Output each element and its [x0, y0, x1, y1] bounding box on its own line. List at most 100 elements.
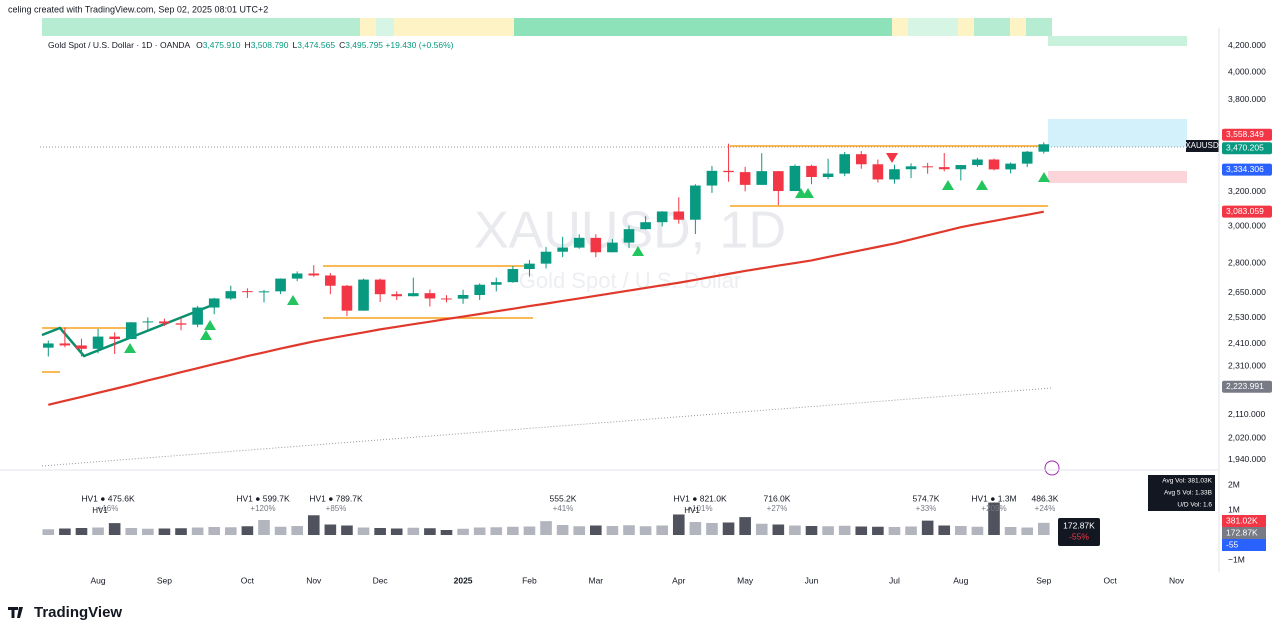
candle-body: [872, 164, 884, 180]
volume-bar: [407, 527, 420, 535]
volume-bar: [938, 525, 951, 535]
volume-bar: [125, 528, 138, 535]
volume-annotation: HV1 ● 475.6K: [81, 493, 135, 503]
volume-scale-tag-label: -55: [1226, 539, 1239, 549]
volume-bar: [606, 526, 619, 535]
candle-body: [341, 285, 353, 311]
y-tick-label: 2,310.000: [1228, 361, 1266, 371]
footer-logo: TradingView: [8, 604, 122, 621]
y-tick-label: 4,200.000: [1228, 40, 1266, 50]
volume-bar: [921, 520, 934, 535]
volume-change: +27%: [767, 504, 788, 513]
candle-body: [125, 322, 137, 340]
volume-bar: [523, 526, 536, 535]
volume-bar: [258, 520, 270, 535]
volume-bar: [490, 527, 503, 535]
volume-bar: [706, 523, 718, 535]
volume-scale-tag-label: 381.02K: [1226, 515, 1258, 525]
volume-bar: [457, 528, 469, 535]
brand: TradingView: [34, 604, 122, 621]
candle-body: [109, 336, 120, 340]
candle-body: [955, 165, 967, 170]
x-tick-label: Dec: [373, 575, 389, 585]
volume-change: +209%: [981, 504, 1006, 513]
x-tick-label: Oct: [241, 575, 255, 585]
ohlc-key: L: [293, 40, 298, 50]
candle-body: [374, 279, 386, 295]
x-tick-label: Feb: [522, 575, 537, 585]
volume-bar: [507, 526, 519, 535]
volume-bar: [1021, 527, 1034, 535]
candle-body: [175, 323, 187, 325]
volume-annotation: 716.0K: [764, 493, 791, 503]
volume-bar: [739, 517, 751, 535]
volume-bar: [855, 526, 868, 535]
candle-body: [92, 336, 104, 349]
header: celing created with TradingView.com, Sep…: [8, 4, 268, 14]
candle-body: [905, 166, 917, 170]
volume-bar: [341, 525, 353, 535]
candle-body: [441, 298, 452, 300]
y-tick-label: 3,800.000: [1228, 94, 1266, 104]
ohlc-value: 3,474.565: [297, 40, 335, 50]
volume-bar: [772, 524, 785, 535]
volume-bar: [573, 526, 586, 535]
volume-bar: [872, 526, 884, 535]
y-tick-label: 1,940.000: [1228, 454, 1266, 464]
ohlc-key: C: [339, 40, 345, 50]
volume-stats: Avg Vol: 381.03K Avg 5 Vol: 1.33B U/D Vol:…: [1148, 475, 1215, 511]
candle-body: [192, 307, 203, 325]
candle-body: [308, 273, 320, 276]
candle-body: [673, 211, 685, 220]
candle-body: [623, 229, 635, 243]
volume-annotation: HV1 ● 1.3M: [971, 493, 1016, 503]
volume-bar: [424, 528, 436, 535]
volume-bar: [473, 527, 486, 535]
x-tick-label: May: [737, 575, 754, 585]
volume-bar: [971, 526, 984, 535]
volume-change: +33%: [916, 504, 937, 513]
y-tick-label: 2,110.000: [1228, 409, 1265, 419]
candle-body: [889, 169, 900, 180]
candle-body: [457, 295, 469, 299]
volume-change: +120%: [250, 504, 275, 513]
symbol-title: Gold Spot / U.S. Dollar · 1D · OANDA: [48, 40, 191, 50]
heatmap-strip: [42, 18, 1187, 46]
volume-bar: [672, 514, 685, 535]
volume-bar: [822, 526, 834, 535]
ohlc-key: H: [245, 40, 251, 50]
price-tag: [1222, 128, 1272, 141]
candle-body: [640, 222, 651, 230]
volume-scale-tag: [1222, 539, 1266, 551]
candle-body: [739, 172, 751, 185]
candle-body: [756, 171, 768, 185]
candle-body: [1038, 144, 1050, 152]
candle-body: [142, 321, 154, 323]
candle-body: [291, 273, 303, 279]
volume-scale-tag-label: 172.87K: [1226, 527, 1258, 537]
volume-bar: [540, 521, 552, 535]
candle-body: [474, 284, 485, 296]
change: +19.430 (+0.56%): [385, 40, 453, 50]
volume-scale-tag: [1222, 515, 1266, 527]
volume-bar: [108, 523, 121, 535]
candle-body: [557, 247, 568, 252]
x-tick-label: Sep: [157, 575, 172, 585]
price-tag: [1222, 380, 1272, 393]
candle-body: [424, 293, 436, 299]
volume-annotation: 486.3K: [1032, 493, 1059, 503]
volume-sub: HV1: [92, 506, 108, 515]
volume-bar: [208, 527, 221, 535]
volume-bar: [1004, 527, 1017, 535]
volume-bar: [639, 526, 652, 535]
price-tag-label: 3,334.306: [1226, 164, 1264, 174]
x-tick-label: Jun: [805, 575, 819, 585]
candle-body: [706, 170, 718, 186]
x-tick-label: 2025: [454, 575, 473, 585]
symbol-tag: XAUUSD: [1185, 141, 1219, 150]
volume-annotation: 555.2K: [550, 493, 577, 503]
watermark-subtitle: Gold Spot / U.S. Dollar: [519, 268, 742, 293]
symbol-tag-bg: [1186, 140, 1219, 152]
volume-bar: [374, 528, 386, 535]
